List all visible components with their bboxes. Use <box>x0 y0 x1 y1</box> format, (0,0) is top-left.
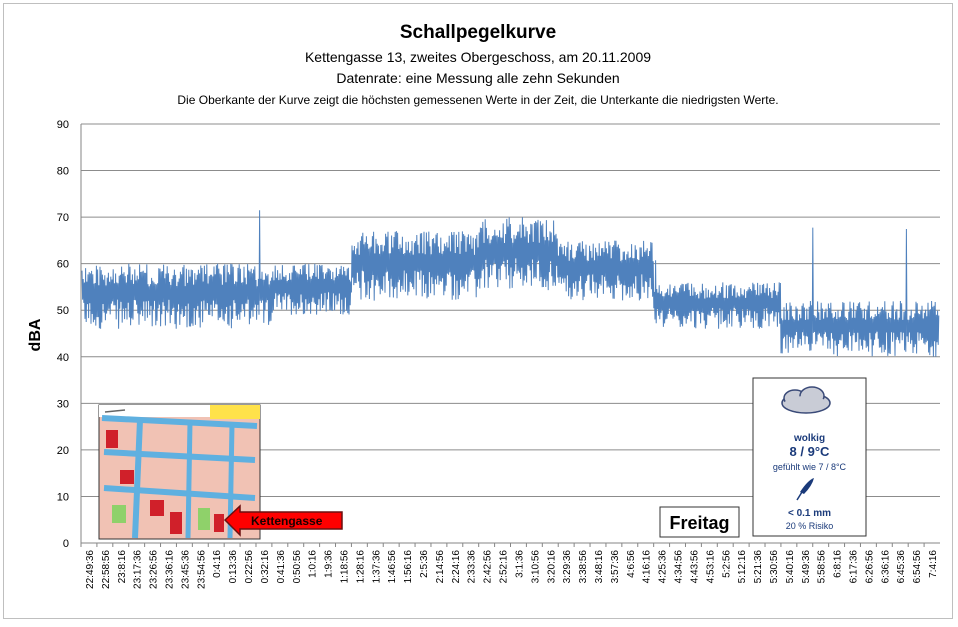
weather-precipitation: < 0.1 mm <box>788 508 831 519</box>
x-tick-label: 5:21:36 <box>753 550 764 584</box>
x-tick-label: 1:56:16 <box>403 550 414 584</box>
chart-subtitle-1: Kettengasse 13, zweites Obergeschoss, am… <box>305 49 651 65</box>
y-tick-label: 90 <box>57 119 69 131</box>
y-tick-label: 70 <box>57 212 69 224</box>
series-line <box>81 210 940 357</box>
map-street-label: Kettengasse <box>251 514 323 528</box>
x-tick-label: 0:32:16 <box>260 550 271 584</box>
x-tick-label: 1:37:36 <box>371 550 382 584</box>
map-road-yellow <box>210 405 260 419</box>
x-tick-label: 6:17:36 <box>849 550 860 584</box>
y-axis-ticks: 0 10 20 30 40 50 60 70 80 90 <box>57 119 69 550</box>
map-arrow-line <box>104 409 126 413</box>
x-tick-label: 1:28:16 <box>355 550 366 584</box>
map-park-2 <box>198 508 210 530</box>
map-building-4 <box>170 512 182 534</box>
x-tick-label: 23:17:36 <box>133 550 144 589</box>
x-tick-label: 0:4:16 <box>212 550 223 578</box>
x-tick-label: 3:57:36 <box>610 550 621 584</box>
x-tick-label: 3:48:16 <box>594 550 605 584</box>
x-tick-label: 2:14:56 <box>435 550 446 584</box>
weather-condition: wolkig <box>793 433 825 444</box>
x-tick-label: 23:8:16 <box>117 550 128 584</box>
x-tick-label: 23:26:56 <box>149 550 160 589</box>
x-tick-label: 6:45:36 <box>896 550 907 584</box>
x-tick-label: 4:6:56 <box>626 550 637 578</box>
x-tick-label: 23:45:36 <box>180 550 191 589</box>
map-street-4 <box>132 419 143 539</box>
y-tick-label: 40 <box>57 352 69 364</box>
map-highlight-block <box>214 514 224 532</box>
x-tick-label: 3:38:56 <box>578 550 589 584</box>
x-tick-label: 6:54:56 <box>912 550 923 584</box>
x-tick-label: 4:43:56 <box>689 550 700 584</box>
x-tick-label: 0:50:56 <box>292 550 303 584</box>
x-tick-label: 22:49:36 <box>85 550 96 589</box>
map-building-2 <box>120 470 134 484</box>
y-tick-label: 30 <box>57 398 69 410</box>
weather-risk: 20 % Risiko <box>786 521 834 531</box>
x-tick-label: 0:13:36 <box>228 550 239 584</box>
x-tick-label: 1:18:56 <box>339 550 350 584</box>
umbrella-icon <box>796 478 814 501</box>
x-tick-label: 0:41:36 <box>276 550 287 584</box>
x-tick-label: 23:36:16 <box>164 550 175 589</box>
x-tick-label: 4:25:36 <box>658 550 669 584</box>
x-tick-label: 5:2:56 <box>721 550 732 578</box>
x-tick-label: 4:16:16 <box>642 550 653 584</box>
x-tick-label: 5:58:56 <box>817 550 828 584</box>
x-tick-label: 2:24:16 <box>451 550 462 584</box>
x-tick-label: 7:4:16 <box>928 550 939 578</box>
chart-note: Die Oberkante der Kurve zeigt die höchst… <box>177 93 778 107</box>
red-arrow-icon <box>223 504 343 537</box>
x-tick-label: 1:9:36 <box>324 550 335 578</box>
weather-felt: gefühlt wie 7 / 8°C <box>773 462 847 472</box>
x-tick-label: 2:42:56 <box>483 550 494 584</box>
x-tick-label: 5:12:16 <box>737 550 748 584</box>
x-tick-label: 4:34:56 <box>674 550 685 584</box>
y-tick-label: 80 <box>57 166 69 178</box>
x-tick-label: 5:30:56 <box>769 550 780 584</box>
day-label: Freitag <box>669 513 729 533</box>
x-tick-label: 6:36:16 <box>880 550 891 584</box>
chart-title: Schallpegelkurve <box>400 22 556 43</box>
x-tick-label: 4:53:16 <box>705 550 716 584</box>
x-tick-label: 5:49:36 <box>801 550 812 584</box>
map-park-1 <box>112 505 126 523</box>
x-tick-label: 2:5:36 <box>419 550 430 578</box>
weather-temperature: 8 / 9°C <box>790 444 830 459</box>
chart-subtitle-2: Datenrate: eine Messung alle zehn Sekund… <box>336 70 619 86</box>
x-tick-label: 0:22:56 <box>244 550 255 584</box>
y-tick-label: 0 <box>63 538 69 550</box>
y-axis-label: dBA <box>27 318 44 351</box>
day-label-box <box>659 506 740 538</box>
y-tick-label: 20 <box>57 445 69 457</box>
x-tick-label: 6:8:16 <box>833 550 844 578</box>
cloud-moon-icon <box>781 386 831 414</box>
x-tick-label: 3:20:16 <box>546 550 557 584</box>
x-tick-label: 1:0:16 <box>308 550 319 578</box>
x-axis-ticks: 22:49:36 22:58:56 23:8:16 23:17:36 23:26:56 2… <box>80 543 939 589</box>
series-group <box>81 210 940 357</box>
map-building-3 <box>150 500 164 516</box>
y-tick-label: 50 <box>57 305 69 317</box>
x-tick-label: 1:46:56 <box>387 550 398 584</box>
x-tick-label: 23:54:56 <box>196 550 207 589</box>
map-building-1 <box>106 430 118 448</box>
x-tick-label: 6:26:56 <box>864 550 875 584</box>
x-tick-label: 3:10:56 <box>530 550 541 584</box>
kettengasse-arrow: Kettengasse <box>223 504 343 537</box>
x-tick-label: 3:1:36 <box>514 550 525 578</box>
y-tick-label: 60 <box>57 259 69 271</box>
map-street-5 <box>185 421 193 539</box>
x-tick-label: 22:58:56 <box>101 550 112 589</box>
x-tick-label: 5:40:16 <box>785 550 796 584</box>
x-tick-label: 2:33:36 <box>467 550 478 584</box>
weather-box: wolkig 8 / 9°C gefühlt wie 7 / 8°C < 0.1… <box>752 377 867 537</box>
x-tick-label: 2:52:16 <box>499 550 510 584</box>
y-tick-label: 10 <box>57 491 69 503</box>
x-tick-label: 3:29:36 <box>562 550 573 584</box>
